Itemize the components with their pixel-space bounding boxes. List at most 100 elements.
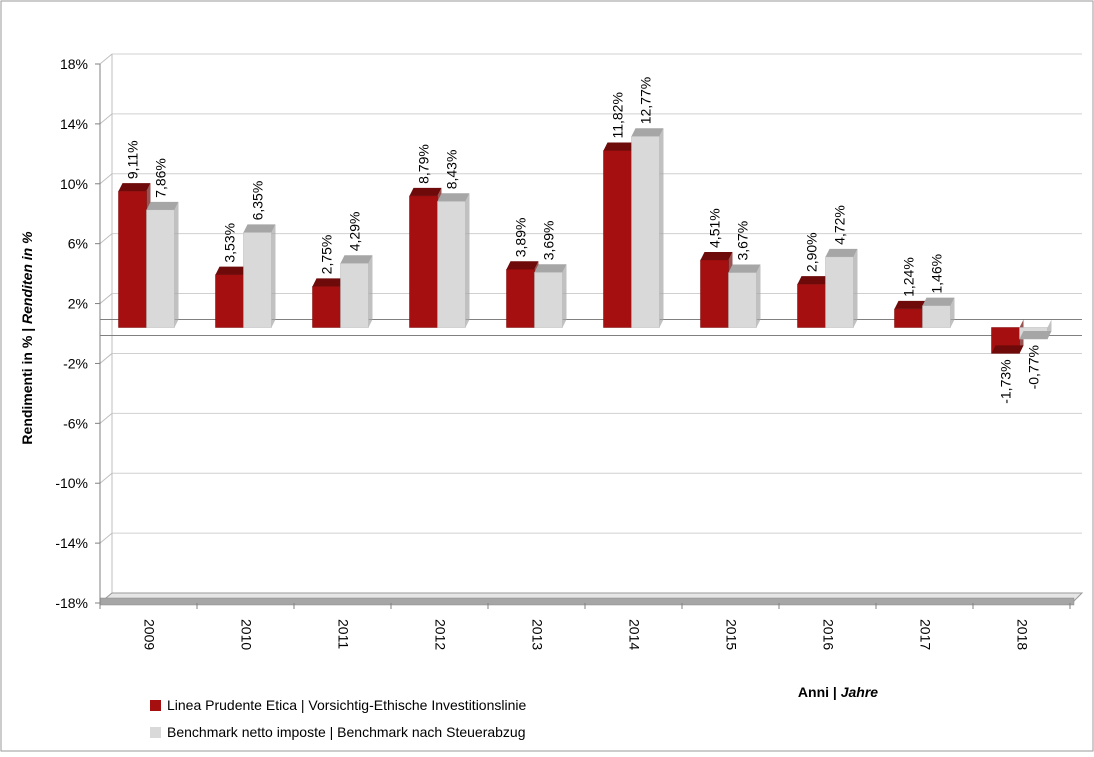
data-label-benchmark-2009: 7,86% <box>153 158 169 198</box>
bar-benchmark-2011 <box>340 263 369 328</box>
data-label-linea-prudente-2013: 3,89% <box>513 218 529 258</box>
grid-connector <box>99 173 113 185</box>
bar-top-linea-prudente-2014 <box>603 142 636 151</box>
data-label-linea-prudente-2017: 1,24% <box>901 257 917 297</box>
floor-front-edge <box>99 597 1075 606</box>
legend-item-benchmark: Benchmark netto imposte | Benchmark nach… <box>150 724 526 740</box>
bar-benchmark-2017 <box>922 305 951 328</box>
bar-side-benchmark-2009 <box>174 201 179 328</box>
bar-side-benchmark-2016 <box>853 248 858 328</box>
grid-connector <box>99 293 113 304</box>
data-label-benchmark-2018: -0,77% <box>1026 345 1042 389</box>
bar-linea-prudente-2017 <box>894 308 923 328</box>
bar-side-benchmark-2012 <box>465 193 470 328</box>
x-tick-label-2015: 2015 <box>724 619 740 650</box>
data-label-linea-prudente-2015: 4,51% <box>707 208 723 248</box>
grid-connector <box>99 472 113 484</box>
bar-benchmark-2010 <box>243 232 272 328</box>
bar-top-linea-prudente-2015 <box>700 251 733 260</box>
bar-top-benchmark-2011 <box>340 255 373 264</box>
grid-connector <box>99 412 113 424</box>
bar-side-benchmark-2018 <box>1047 319 1052 340</box>
bar-top-benchmark-2013 <box>534 264 567 273</box>
x-tick-label-2012: 2012 <box>433 619 449 650</box>
y-axis-label: Rendimenti in % | Renditen in % <box>19 231 35 445</box>
data-label-linea-prudente-2012: 8,79% <box>416 144 432 184</box>
bar-top-benchmark-2017 <box>922 297 955 306</box>
bar-top-benchmark-2010 <box>243 224 276 233</box>
bar-top-linea-prudente-2016 <box>797 276 830 285</box>
bar-benchmark-2015 <box>728 272 757 328</box>
y-tick-label: -6% <box>63 415 88 431</box>
grid-connector <box>99 353 113 364</box>
data-label-benchmark-2012: 8,43% <box>444 150 460 190</box>
data-label-benchmark-2015: 3,67% <box>735 221 751 261</box>
y-tick-label: 2% <box>68 296 88 312</box>
legend-label-linea-prudente: Linea Prudente Etica | Vorsichtig-Ethisc… <box>167 697 526 713</box>
x-axis-label: Anni | Jahre <box>798 684 878 700</box>
grid-connector <box>99 113 113 125</box>
data-label-linea-prudente-2009: 9,11% <box>125 140 141 179</box>
bar-linea-prudente-2009 <box>118 190 147 328</box>
grid-connector <box>99 53 113 65</box>
legend-label-benchmark: Benchmark netto imposte | Benchmark nach… <box>167 724 526 740</box>
x-tick-label-2013: 2013 <box>530 619 546 650</box>
bar-side-benchmark-2011 <box>368 255 373 328</box>
grid-connector <box>99 532 113 544</box>
bar-top-benchmark-2014 <box>631 128 664 137</box>
bar-side-benchmark-2010 <box>271 224 276 328</box>
legend: Linea Prudente Etica | Vorsichtig-Ethisc… <box>150 697 526 740</box>
data-label-benchmark-2011: 4,29% <box>347 212 363 252</box>
data-label-linea-prudente-2014: 11,82% <box>610 92 626 138</box>
bar-linea-prudente-2016 <box>797 283 826 328</box>
bar-top-benchmark-2018 <box>1019 331 1052 340</box>
legend-swatch-linea-prudente <box>150 700 161 711</box>
bar-top-benchmark-2016 <box>825 248 858 257</box>
data-label-benchmark-2016: 4,72% <box>832 205 848 245</box>
bar-side-benchmark-2014 <box>659 128 664 328</box>
x-tick-label-2016: 2016 <box>821 619 837 650</box>
y-tick-label: 10% <box>60 176 88 192</box>
bar-benchmark-2016 <box>825 256 854 328</box>
x-tick-label-2009: 2009 <box>142 619 158 650</box>
bar-benchmark-2014 <box>631 136 660 328</box>
bar-side-benchmark-2013 <box>562 264 567 328</box>
bar-top-linea-prudente-2017 <box>894 300 927 309</box>
data-label-benchmark-2010: 6,35% <box>250 181 266 221</box>
data-label-benchmark-2017: 1,46% <box>929 254 945 294</box>
bar-top-benchmark-2012 <box>437 193 470 202</box>
y-tick-label: 6% <box>68 236 88 252</box>
bar-benchmark-2012 <box>437 201 466 328</box>
y-tick-label: 18% <box>60 56 88 72</box>
y-tick-label: -18% <box>55 595 88 611</box>
legend-swatch-benchmark <box>150 727 161 738</box>
bar-top-linea-prudente-2010 <box>215 266 248 275</box>
x-tick-label-2014: 2014 <box>627 619 643 650</box>
x-tick-label-2018: 2018 <box>1015 619 1031 650</box>
legend-item-linea-prudente: Linea Prudente Etica | Vorsichtig-Ethisc… <box>150 697 526 713</box>
bar-linea-prudente-2015 <box>700 259 729 328</box>
bar-top-linea-prudente-2012 <box>409 187 442 196</box>
bar-top-linea-prudente-2011 <box>312 278 345 287</box>
data-label-benchmark-2014: 12,77% <box>638 77 654 124</box>
bar-benchmark-2013 <box>534 272 563 328</box>
data-label-linea-prudente-2016: 2,90% <box>804 232 820 272</box>
x-tick-label-2017: 2017 <box>918 619 934 650</box>
bar-linea-prudente-2011 <box>312 286 341 328</box>
data-label-linea-prudente-2018: -1,73% <box>998 359 1014 403</box>
bar-linea-prudente-2010 <box>215 274 244 328</box>
y-tick-label: -10% <box>55 475 88 491</box>
bar-linea-prudente-2013 <box>506 269 535 328</box>
y-tick-label: 14% <box>60 116 88 132</box>
data-label-linea-prudente-2011: 2,75% <box>319 235 335 275</box>
x-tick-label-2010: 2010 <box>239 619 255 650</box>
data-label-linea-prudente-2010: 3,53% <box>222 223 238 263</box>
data-label-benchmark-2013: 3,69% <box>541 221 557 261</box>
bar-side-benchmark-2017 <box>950 297 955 328</box>
bar-side-benchmark-2015 <box>756 264 761 328</box>
y-tick-label: -2% <box>63 355 88 371</box>
grid-connector <box>99 233 113 245</box>
